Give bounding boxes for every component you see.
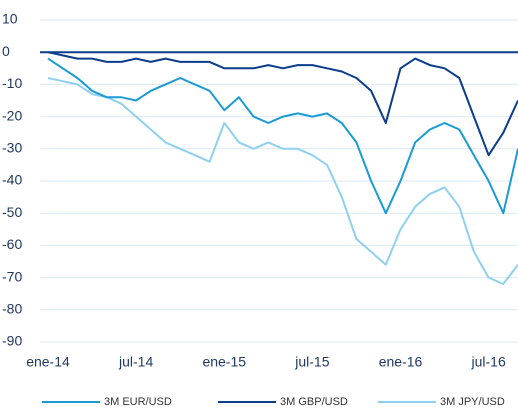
y-tick-label: -50 (2, 204, 22, 220)
x-tick-label: jul-14 (118, 354, 153, 370)
y-tick-label: -90 (2, 333, 22, 349)
y-tick-label: 10 (2, 11, 18, 27)
y-tick-label: -40 (2, 172, 22, 188)
x-tick-label: jul-15 (294, 354, 329, 370)
y-tick-label: -30 (2, 140, 22, 156)
x-tick-label: ene-14 (26, 354, 70, 370)
legend-label: 3M GBP/USD (280, 396, 348, 408)
legend-label: 3M JPY/USD (440, 396, 505, 408)
y-tick-label: -60 (2, 236, 22, 252)
y-tick-label: -80 (2, 301, 22, 317)
y-tick-label: -10 (2, 75, 22, 91)
x-tick-label: ene-15 (202, 354, 246, 370)
x-tick-label: ene-16 (379, 354, 423, 370)
y-tick-label: -20 (2, 107, 22, 123)
y-tick-label: 0 (2, 43, 10, 59)
legend-label: 3M EUR/USD (104, 396, 172, 408)
y-tick-label: -70 (2, 268, 22, 284)
series-line (47, 57, 518, 215)
x-tick-label: jul-16 (471, 354, 506, 370)
series-line (47, 77, 518, 285)
series-line (47, 51, 518, 157)
